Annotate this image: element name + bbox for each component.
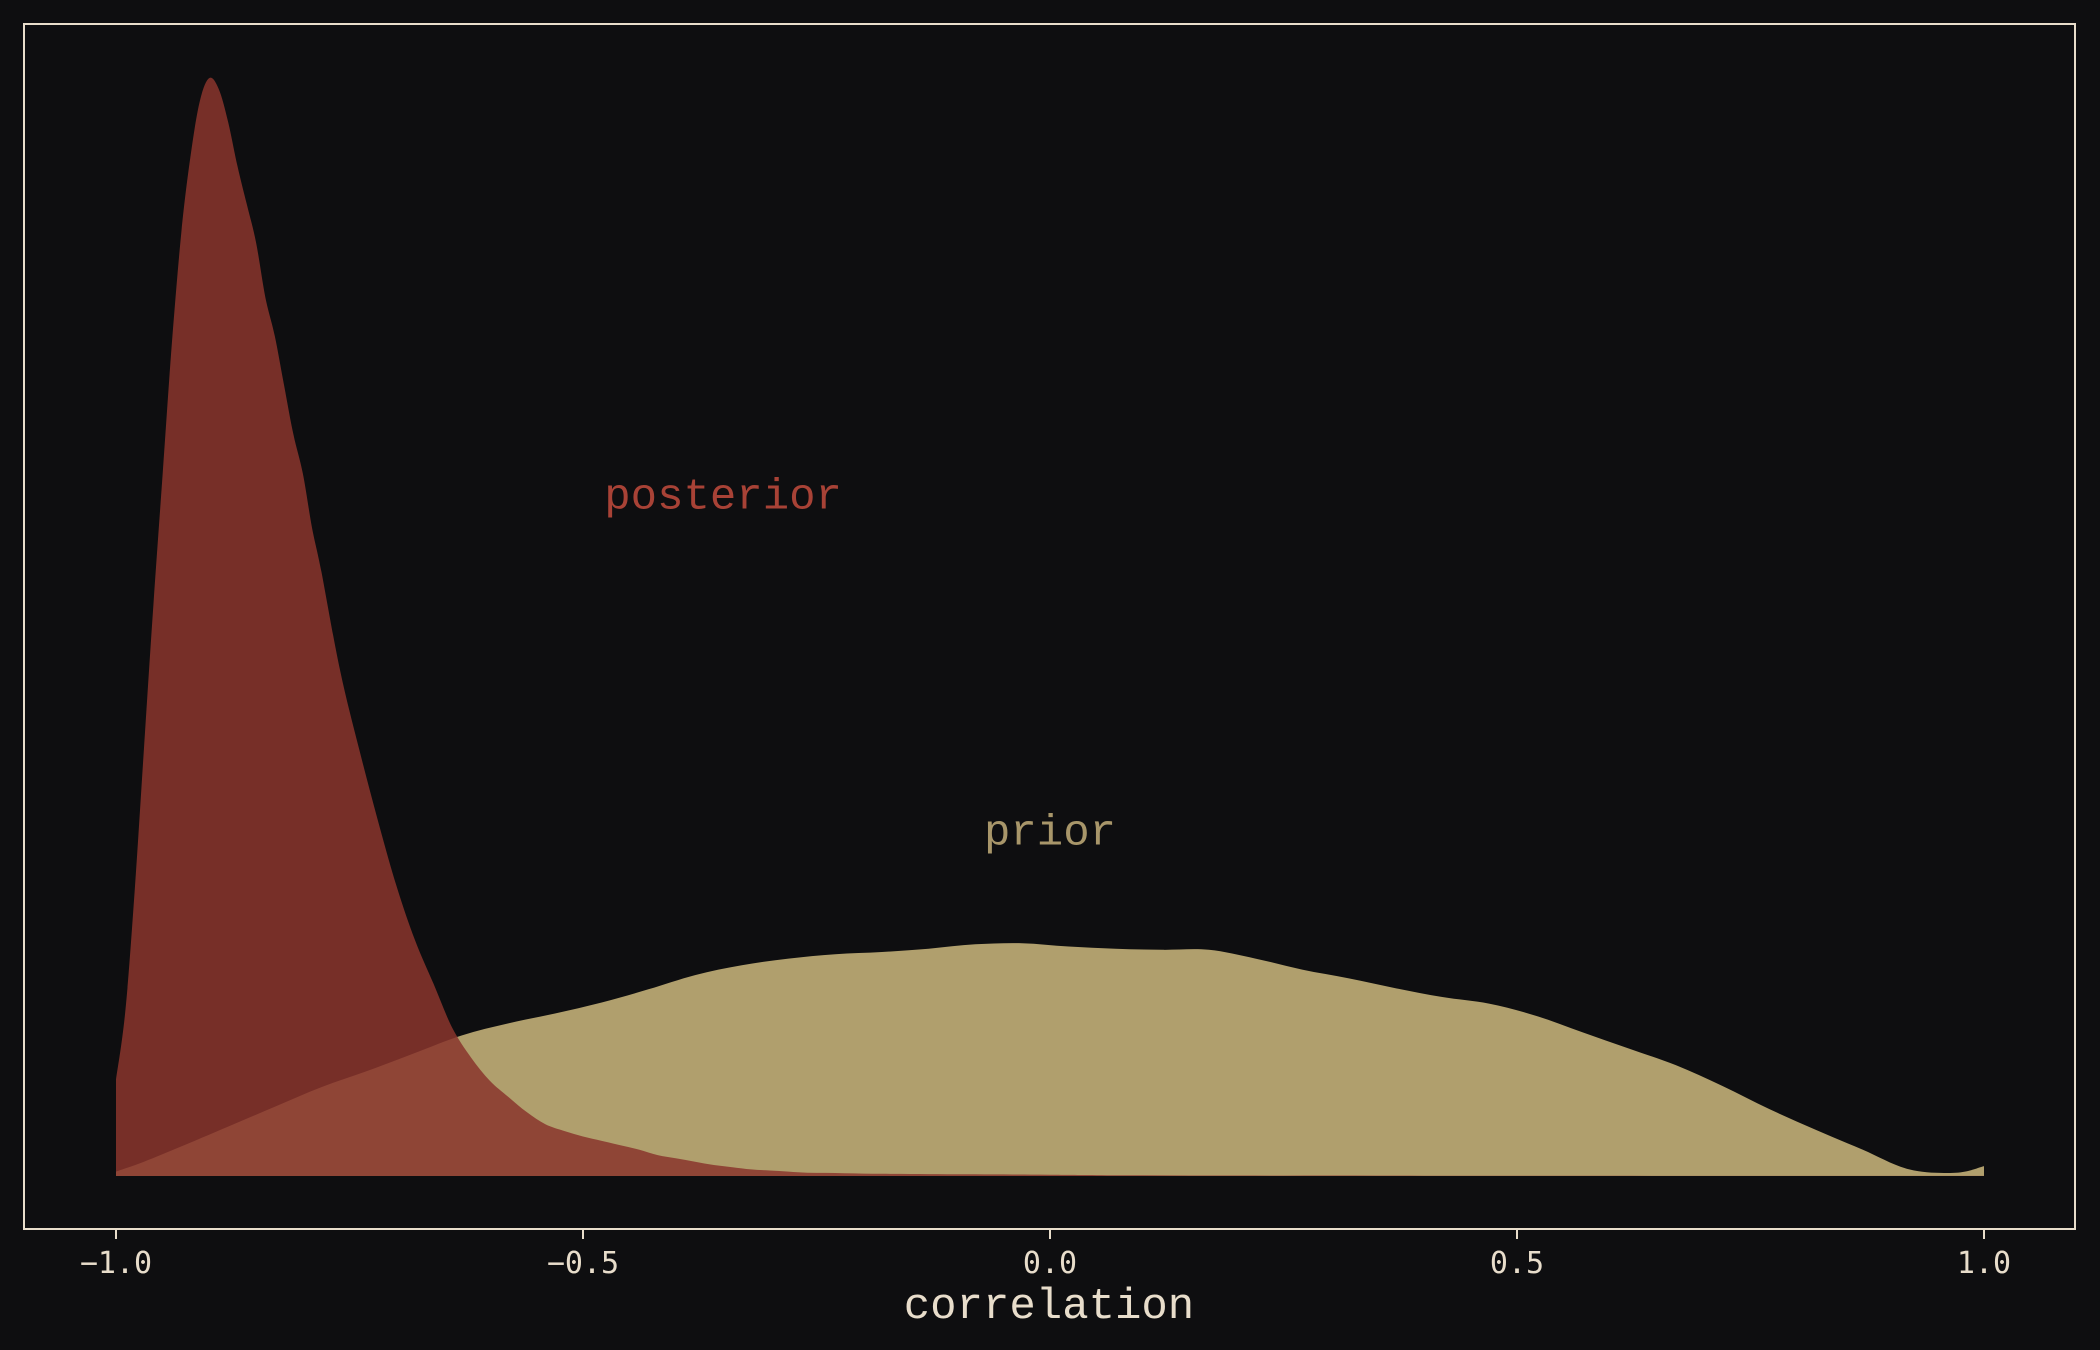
x-tick-label: 0.5 (1490, 1246, 1544, 1281)
x-axis-title: correlation (904, 1282, 1194, 1332)
posterior-density-area (116, 77, 1984, 1177)
x-tick-label: −0.5 (547, 1246, 619, 1281)
prior-label: prior (984, 808, 1116, 858)
series-labels: prior posterior (604, 472, 1116, 858)
density-areas (116, 77, 1984, 1177)
x-tick-label: 1.0 (1957, 1246, 2011, 1281)
posterior-label: posterior (604, 472, 842, 522)
prior-density-area (116, 943, 1984, 1176)
x-tick-label: −1.0 (80, 1246, 152, 1281)
x-axis-ticks: −1.0 −0.5 0.0 0.5 1.0 (80, 1229, 2011, 1281)
x-tick-label: 0.0 (1023, 1246, 1077, 1281)
